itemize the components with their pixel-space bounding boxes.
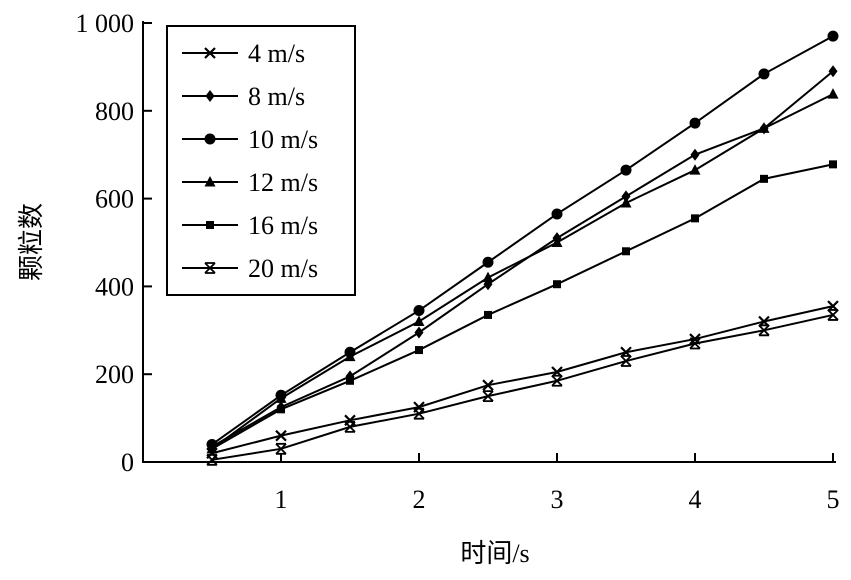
y-tick-label: 1 000 [76, 9, 135, 38]
series-12-m-s [206, 88, 839, 454]
data-point [829, 160, 837, 169]
legend-marker [204, 133, 216, 145]
data-point [482, 390, 494, 403]
legend-label: 20 m/s [248, 254, 318, 283]
legend-label: 8 m/s [248, 82, 305, 111]
data-point [828, 65, 838, 78]
series-16-m-s [208, 160, 837, 453]
legend-item: 4 m/s [182, 39, 305, 68]
legend-label: 10 m/s [248, 125, 318, 154]
data-point [758, 122, 770, 133]
data-point [208, 444, 216, 453]
data-point [346, 376, 354, 385]
data-point [551, 236, 563, 247]
legend-item: 20 m/s [182, 254, 318, 283]
legend-item: 10 m/s [182, 125, 318, 154]
series-line [211, 313, 834, 461]
y-tick-label: 800 [95, 97, 134, 126]
x-tick-label: 3 [551, 485, 564, 514]
data-point [621, 190, 631, 203]
data-point [482, 379, 494, 391]
y-axis-label: 颗粒数 [17, 203, 46, 281]
data-point [691, 214, 699, 223]
legend-label: 16 m/s [248, 211, 318, 240]
y-tick-label: 600 [95, 185, 134, 214]
data-point [758, 68, 770, 80]
ticks-group: 1 2 3 4 5 0 200 400 600 800 1 000 [76, 9, 840, 514]
x-axis-label: 时间/s [460, 539, 529, 568]
data-point [553, 280, 561, 289]
x-tick-label: 4 [689, 485, 702, 514]
data-point [827, 30, 839, 42]
data-point [275, 392, 287, 403]
y-tick-label: 0 [121, 448, 134, 477]
data-point [206, 453, 218, 466]
data-point [414, 326, 424, 339]
data-point [551, 374, 563, 387]
legend-marker [205, 90, 215, 102]
series-line [211, 35, 834, 446]
data-point [827, 309, 839, 321]
y-tick-label: 200 [95, 360, 134, 389]
data-point [689, 337, 701, 350]
legend-marker [206, 221, 214, 229]
data-point [620, 355, 632, 367]
series-line [211, 305, 834, 455]
legend-item: 8 m/s [182, 82, 305, 111]
x-tick-label: 2 [413, 485, 426, 514]
series-4-m-s [206, 300, 839, 459]
data-point [484, 310, 492, 319]
series-line [211, 163, 834, 450]
y-tick-label: 400 [95, 272, 134, 301]
data-point [689, 164, 701, 175]
data-point [482, 271, 494, 283]
data-point [413, 305, 425, 317]
legend-marker [204, 47, 216, 59]
data-point [344, 350, 356, 362]
data-point [622, 247, 630, 256]
data-point [344, 420, 356, 433]
x-tick-label: 1 [275, 485, 288, 514]
series-line [211, 93, 834, 450]
data-point [758, 324, 770, 337]
x-tick-label: 5 [827, 485, 840, 514]
legend: 4 m/s 8 m/s 10 m/s 12 m/s 16 m/s 20 m/s [166, 25, 356, 296]
data-point [413, 315, 425, 327]
data-point [551, 208, 563, 220]
data-point [689, 117, 701, 129]
legend-box [166, 25, 356, 296]
data-point [415, 346, 423, 355]
data-point [277, 405, 285, 414]
series-20-m-s [206, 309, 839, 466]
legend-marker [204, 262, 216, 274]
data-point [482, 256, 494, 268]
series-group [206, 30, 839, 466]
data-point [690, 148, 700, 161]
data-point [413, 407, 425, 420]
legend-label: 4 m/s [248, 39, 305, 68]
data-point [827, 88, 839, 99]
data-point [275, 442, 287, 455]
legend-label: 12 m/s [248, 168, 318, 197]
data-point [760, 174, 768, 183]
data-point [275, 429, 287, 442]
legend-marker [204, 176, 216, 187]
data-point [620, 164, 632, 176]
legend-item: 12 m/s [182, 168, 318, 197]
legend-item: 16 m/s [182, 211, 318, 240]
data-point [620, 196, 632, 208]
